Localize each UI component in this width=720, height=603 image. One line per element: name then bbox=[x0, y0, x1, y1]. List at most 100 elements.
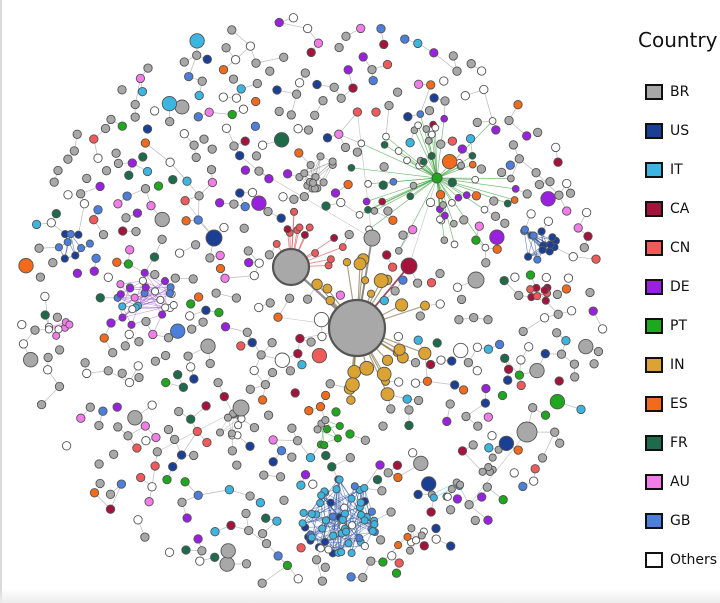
graph-node bbox=[488, 117, 497, 125]
graph-node bbox=[347, 494, 356, 503]
graph-node bbox=[244, 257, 254, 268]
graph-node bbox=[347, 163, 356, 172]
graph-node bbox=[402, 394, 412, 404]
graph-node bbox=[187, 324, 197, 334]
graph-node bbox=[390, 286, 400, 296]
graph-node bbox=[562, 206, 572, 216]
graph-node bbox=[43, 352, 53, 363]
graph-node bbox=[373, 273, 389, 289]
graph-node bbox=[54, 243, 63, 252]
graph-node bbox=[263, 410, 274, 420]
graph-node bbox=[105, 489, 116, 499]
graph-node bbox=[284, 293, 295, 303]
graph-node bbox=[300, 68, 310, 78]
graph-node bbox=[219, 556, 235, 572]
graph-node bbox=[404, 420, 414, 431]
graph-node bbox=[174, 248, 185, 258]
graph-node bbox=[321, 450, 331, 461]
graph-node bbox=[472, 366, 482, 376]
graph-node bbox=[294, 148, 304, 158]
graph-node bbox=[345, 453, 355, 463]
graph-node bbox=[251, 96, 261, 107]
graph-node bbox=[93, 205, 103, 215]
graph-node bbox=[46, 218, 56, 228]
graph-node bbox=[346, 572, 356, 582]
graph-node bbox=[40, 291, 50, 302]
graph-node bbox=[161, 377, 171, 388]
graph-node bbox=[491, 125, 501, 135]
graph-node bbox=[101, 166, 112, 176]
graph-node bbox=[142, 166, 153, 177]
graph-node bbox=[130, 293, 139, 302]
graph-node bbox=[500, 218, 510, 228]
graph-node bbox=[468, 160, 477, 169]
graph-node bbox=[552, 328, 562, 338]
graph-node bbox=[583, 231, 593, 241]
graph-node bbox=[419, 541, 429, 551]
graph-node bbox=[483, 315, 493, 325]
graph-node bbox=[245, 441, 255, 451]
graph-node bbox=[265, 66, 275, 76]
graph-edge bbox=[468, 431, 528, 505]
graph-node bbox=[140, 268, 149, 277]
graph-node bbox=[215, 263, 226, 274]
legend-label-others: Others bbox=[670, 551, 718, 568]
graph-node bbox=[106, 318, 116, 328]
graph-node bbox=[417, 531, 426, 540]
graph-node bbox=[548, 233, 557, 242]
graph-node bbox=[338, 243, 347, 252]
graph-node bbox=[311, 555, 322, 565]
graph-node bbox=[197, 76, 207, 86]
graph-node bbox=[245, 41, 256, 51]
graph-node bbox=[257, 140, 268, 150]
graph-node bbox=[138, 276, 147, 285]
graph-node bbox=[273, 312, 283, 322]
graph-node bbox=[63, 237, 72, 247]
graph-node bbox=[366, 556, 376, 566]
graph-node bbox=[254, 258, 264, 268]
graph-node bbox=[436, 215, 444, 224]
graph-node bbox=[189, 33, 205, 49]
graph-node bbox=[539, 313, 550, 323]
graph-edge bbox=[224, 275, 255, 279]
legend-item-de: DE bbox=[645, 267, 720, 306]
graph-node bbox=[556, 349, 567, 359]
graph-node bbox=[398, 230, 408, 240]
graph-node bbox=[344, 229, 354, 240]
graph-node bbox=[398, 275, 408, 285]
graph-node bbox=[300, 169, 309, 178]
graph-node bbox=[291, 89, 302, 99]
graph-node bbox=[215, 250, 225, 261]
graph-node bbox=[179, 129, 189, 139]
graph-node bbox=[232, 460, 242, 470]
graph-node bbox=[134, 372, 144, 383]
graph-node bbox=[205, 358, 215, 369]
graph-node bbox=[185, 311, 195, 321]
graph-node bbox=[122, 191, 132, 201]
graph-node bbox=[252, 78, 262, 89]
graph-node bbox=[335, 421, 344, 431]
graph-node bbox=[554, 190, 564, 200]
graph-node bbox=[513, 100, 523, 110]
graph-node bbox=[336, 93, 346, 103]
graph-node bbox=[413, 489, 423, 500]
graph-node bbox=[205, 253, 215, 263]
graph-edge bbox=[366, 177, 438, 202]
graph-node bbox=[240, 201, 250, 212]
graph-node bbox=[236, 84, 246, 94]
graph-node bbox=[412, 278, 423, 288]
graph-node bbox=[99, 333, 109, 343]
graph-node bbox=[186, 414, 196, 424]
graph-node bbox=[526, 285, 535, 294]
graph-edge bbox=[414, 130, 438, 179]
graph-node bbox=[429, 493, 438, 502]
graph-node bbox=[17, 319, 27, 330]
graph-node bbox=[204, 107, 214, 117]
graph-node bbox=[313, 38, 324, 48]
graph-node bbox=[392, 460, 403, 470]
graph-node bbox=[348, 83, 358, 93]
graph-node bbox=[219, 391, 229, 402]
graph-node bbox=[36, 399, 47, 410]
graph-node bbox=[360, 516, 369, 525]
graph-node bbox=[240, 165, 251, 175]
